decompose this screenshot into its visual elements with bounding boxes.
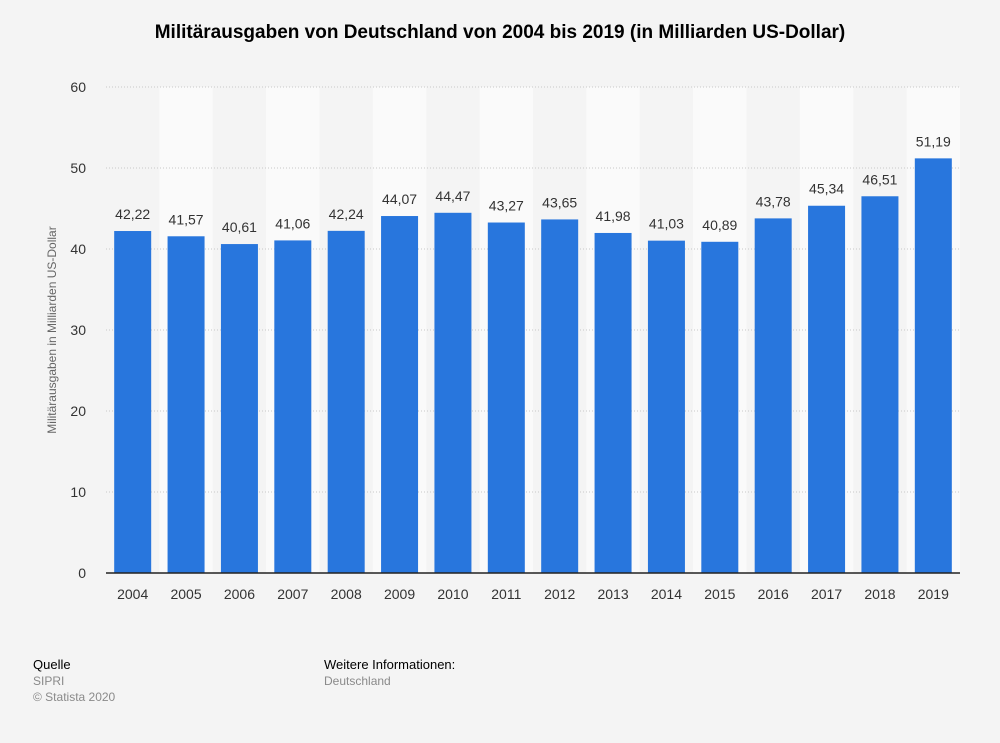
info-heading: Weitere Informationen: <box>324 657 456 672</box>
x-tick-label: 2004 <box>117 586 148 602</box>
bar-2007 <box>274 240 312 573</box>
x-tick-label: 2017 <box>811 586 842 602</box>
data-label: 41,98 <box>596 208 631 224</box>
x-tick-label: 2011 <box>491 586 521 602</box>
y-axis-label: Militärausgaben in Milliarden US-Dollar <box>45 226 59 433</box>
data-label: 42,24 <box>329 206 364 222</box>
data-label: 44,47 <box>435 188 470 204</box>
x-tick-label: 2008 <box>331 586 362 602</box>
data-label: 51,19 <box>916 133 951 149</box>
bar-2005 <box>167 236 205 573</box>
bar-2015 <box>701 241 739 573</box>
bar-2008 <box>327 230 365 573</box>
data-label: 41,57 <box>169 211 204 227</box>
data-label: 46,51 <box>862 171 897 187</box>
y-tick-label: 40 <box>70 241 86 257</box>
bar-2006 <box>220 244 258 573</box>
data-label: 43,78 <box>756 193 791 209</box>
x-tick-label: 2019 <box>918 586 949 602</box>
y-tick-label: 30 <box>70 322 86 338</box>
x-tick-label: 2018 <box>864 586 895 602</box>
data-label: 45,34 <box>809 181 844 197</box>
data-label: 40,61 <box>222 219 257 235</box>
bar-2013 <box>594 232 632 573</box>
chart-title: Militärausgaben von Deutschland von 2004… <box>154 22 846 43</box>
y-tick-label: 0 <box>78 565 86 581</box>
bar-2011 <box>487 222 525 573</box>
bar-2017 <box>808 205 846 573</box>
data-label: 40,89 <box>702 217 737 233</box>
bar-2014 <box>647 240 685 574</box>
copyright: © Statista 2020 <box>33 690 116 704</box>
info-block: Weitere Informationen: Deutschland <box>324 657 455 689</box>
bar-2004 <box>114 231 152 573</box>
x-tick-label: 2015 <box>704 586 735 602</box>
data-label: 43,27 <box>489 198 524 214</box>
y-tick-label: 20 <box>70 403 86 419</box>
bar-2016 <box>754 218 792 573</box>
data-label: 44,07 <box>382 191 417 207</box>
data-label: 41,03 <box>649 216 684 232</box>
data-label: 42,22 <box>115 206 150 222</box>
bar-2009 <box>381 216 419 573</box>
x-tick-label: 2007 <box>277 586 308 602</box>
bar-2019 <box>914 158 952 573</box>
data-label: 41,06 <box>275 215 310 231</box>
x-tick-label: 2016 <box>758 586 789 602</box>
x-tick-label: 2006 <box>224 586 255 602</box>
source-block: Quelle SIPRI © Statista 2020 <box>33 657 115 705</box>
x-tick-label: 2014 <box>651 586 682 602</box>
bar-2012 <box>541 219 579 573</box>
x-tick-label: 2005 <box>170 586 201 602</box>
x-tick-label: 2012 <box>544 586 575 602</box>
y-tick-label: 10 <box>70 484 86 500</box>
x-tick-label: 2013 <box>597 586 628 602</box>
x-tick-label: 2010 <box>437 586 468 602</box>
source-heading: Quelle <box>33 657 71 672</box>
y-tick-label: 60 <box>70 79 86 95</box>
bar-2018 <box>861 196 899 574</box>
bar-2010 <box>434 212 472 573</box>
x-tick-label: 2009 <box>384 586 415 602</box>
y-tick-label: 50 <box>70 160 86 176</box>
data-label: 43,65 <box>542 194 577 210</box>
source-link[interactable]: SIPRI <box>33 674 65 688</box>
info-region: Deutschland <box>324 674 391 688</box>
